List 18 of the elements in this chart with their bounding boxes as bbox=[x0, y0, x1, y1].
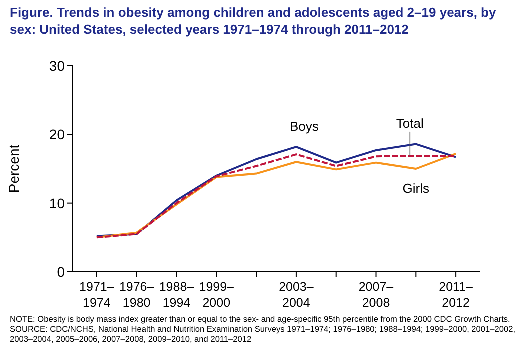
x-tick-label: 1999– 2000 bbox=[199, 280, 234, 310]
series-label: Total bbox=[396, 116, 424, 131]
y-tick-label: 0 bbox=[57, 264, 66, 280]
series-label: Girls bbox=[402, 181, 430, 196]
text: NOTE: Obesity is body mass index greater than or equal to the sex- and age-specific 95th percentile from the 2000 CDC Growth Charts. bbox=[10, 314, 512, 324]
y-tick-label: 30 bbox=[49, 58, 66, 74]
x-tick-label: 2011– 2012 bbox=[439, 280, 474, 310]
x-tick-label: 2007– 2008 bbox=[358, 280, 394, 310]
y-tick-label: 10 bbox=[49, 195, 66, 212]
x-tick-label: 1971– 1974 bbox=[80, 280, 114, 310]
x-tick-label: 1988– 1994 bbox=[159, 280, 194, 310]
x-tick-label: 1976– 1980 bbox=[119, 280, 154, 310]
y-axis-title: Percent bbox=[6, 144, 22, 194]
series-label: Boys bbox=[290, 119, 320, 134]
source-note: SOURCE: CDC/NCHS, National Health and Nutrition Examination Surveys 1971–1974; 1976–1980; 1988–1994; 1999–2000, 2001–2002, 2003–2004, 2005–2006, 2007–2008, 2009–2010, and 2011–2012 bbox=[10, 324, 517, 344]
chart-title: Figure. Trends in obesity among children and adolescents aged 2–19 years, by sex: United States, selected years 1971–1974 through 2011–2012 bbox=[10, 4, 498, 38]
y-tick-label: 20 bbox=[49, 126, 66, 143]
x-tick-label: 2003– 2004 bbox=[279, 280, 314, 310]
